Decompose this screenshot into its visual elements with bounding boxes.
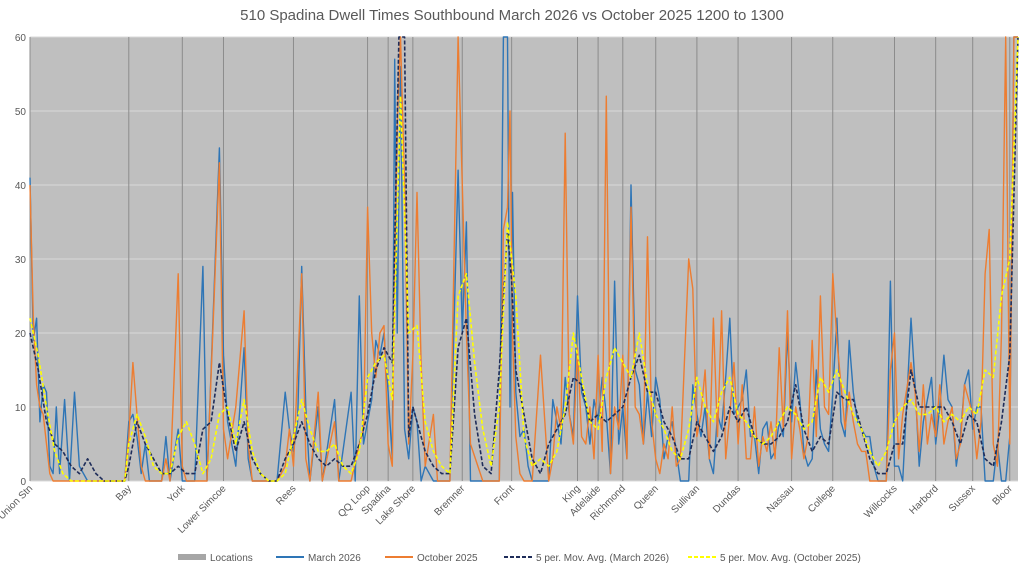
x-tick-label: Queen bbox=[632, 483, 661, 512]
y-tick-label: 30 bbox=[15, 255, 27, 266]
x-tick-label: Harbord bbox=[907, 483, 940, 516]
legend-label-october-2025: October 2025 bbox=[417, 553, 478, 564]
x-tick-label: Sullivan bbox=[669, 483, 702, 516]
y-axis-ticks: 0 10 20 30 40 50 60 bbox=[15, 33, 27, 488]
x-tick-label: Bremner bbox=[432, 483, 467, 518]
legend-item-mov-avg-october-2025: 5 per. Mov. Avg. (October 2025) bbox=[688, 553, 861, 564]
legend-item-mov-avg-march-2026: 5 per. Mov. Avg. (March 2026) bbox=[504, 553, 669, 564]
legend: Locations March 2026 October 2025 5 per.… bbox=[178, 553, 861, 564]
chart-title: 510 Spadina Dwell Times Southbound March… bbox=[240, 7, 784, 24]
x-tick-label: Dundas bbox=[711, 483, 743, 515]
legend-label-march-2026: March 2026 bbox=[308, 553, 361, 564]
legend-item-locations: Locations bbox=[178, 553, 253, 564]
x-tick-label: Willcocks bbox=[862, 483, 899, 520]
y-tick-label: 20 bbox=[15, 329, 27, 340]
series-line bbox=[29, 36, 1018, 482]
legend-item-march-2026: March 2026 bbox=[276, 553, 361, 564]
series-lines bbox=[29, 36, 1019, 482]
legend-label-mov-avg-march-2026: 5 per. Mov. Avg. (March 2026) bbox=[536, 553, 669, 564]
y-tick-label: 10 bbox=[15, 403, 27, 414]
x-tick-label: Bay bbox=[114, 483, 134, 503]
y-tick-label: 40 bbox=[15, 181, 27, 192]
series-line bbox=[29, 36, 1018, 482]
legend-label-mov-avg-october-2025: 5 per. Mov. Avg. (October 2025) bbox=[720, 553, 861, 564]
x-tick-label: Sussex bbox=[947, 483, 978, 514]
x-tick-label: Union Stn bbox=[0, 483, 35, 522]
x-tick-label: Front bbox=[492, 483, 516, 507]
x-tick-label: Bloor bbox=[991, 483, 1016, 508]
legend-label-locations: Locations bbox=[210, 553, 253, 564]
x-tick-label: Nassau bbox=[765, 483, 797, 515]
x-tick-label: Rees bbox=[274, 483, 298, 507]
series-line bbox=[29, 36, 1019, 482]
x-tick-label: College bbox=[806, 483, 838, 515]
legend-item-october-2025: October 2025 bbox=[385, 553, 478, 564]
y-tick-label: 0 bbox=[20, 477, 26, 488]
x-tick-label: York bbox=[166, 483, 188, 505]
y-tick-label: 50 bbox=[15, 107, 27, 118]
y-tick-label: 60 bbox=[15, 33, 27, 44]
